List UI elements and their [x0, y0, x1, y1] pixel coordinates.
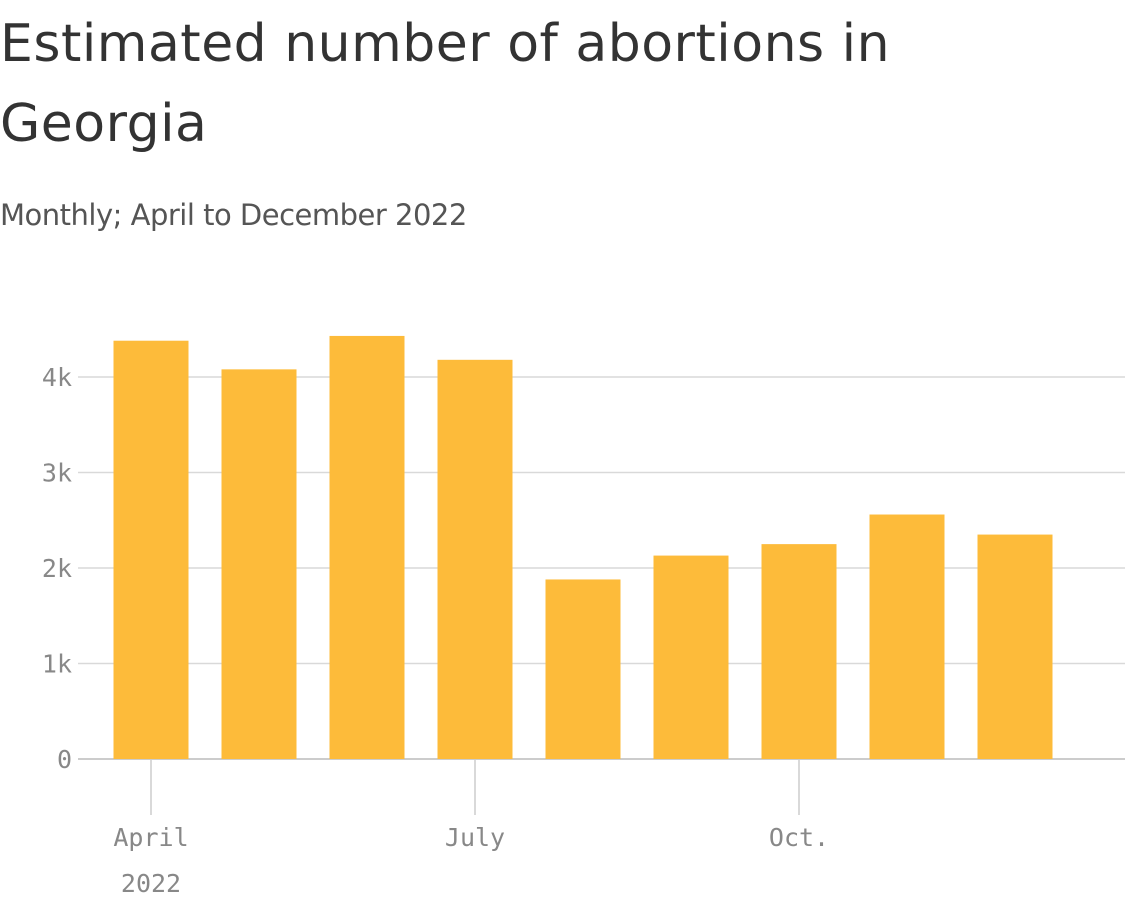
bar [221, 369, 297, 759]
y-tick-label: 2k [42, 554, 72, 583]
bar [329, 335, 405, 759]
x-tick-label: April 2022 [113, 823, 189, 898]
y-tick-label: 4k [42, 363, 72, 392]
bar [113, 340, 189, 759]
y-tick-label: 0 [57, 745, 72, 774]
bar [437, 359, 513, 759]
bar [869, 514, 945, 759]
chart-subtitle: Monthly; April to December 2022 [0, 198, 467, 232]
y-tick-label: 1k [42, 650, 72, 679]
y-tick-label: 3k [42, 459, 72, 488]
chart-title: Estimated number of abortions in Georgia [0, 14, 891, 154]
x-tick-label: July [444, 823, 506, 852]
bar [545, 579, 621, 759]
bar [761, 544, 837, 759]
bar [653, 555, 729, 759]
x-tick-label: Oct. [768, 823, 830, 852]
bar [977, 534, 1053, 759]
